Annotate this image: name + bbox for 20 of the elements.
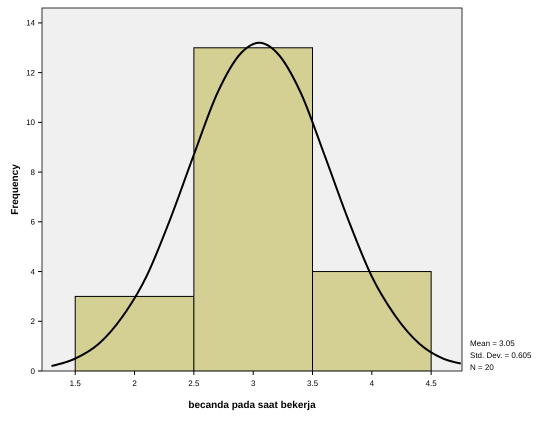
y-tick-label: 8 bbox=[30, 168, 36, 177]
x-tick-label: 3.5 bbox=[306, 379, 319, 388]
y-tick-label: 0 bbox=[30, 366, 36, 376]
y-tick-label: 6 bbox=[30, 218, 36, 227]
x-tick-label: 2.5 bbox=[188, 379, 200, 388]
text: Std. Dev. = 0.605 bbox=[470, 351, 532, 360]
x-axis-title: becanda pada saat bekerja bbox=[188, 400, 316, 411]
x-tick-label: 4.5 bbox=[426, 379, 438, 388]
x-tick-label: 4 bbox=[370, 379, 375, 388]
x-tick-label: 3 bbox=[250, 379, 256, 388]
x-tick-label: 2 bbox=[132, 379, 138, 388]
y-tick-label: 14 bbox=[26, 18, 36, 28]
text: Mean = 3.05 bbox=[470, 339, 516, 348]
y-tick-label: 2 bbox=[30, 317, 36, 326]
text: N = 20 bbox=[470, 363, 494, 372]
y-tick-label: 12 bbox=[26, 68, 36, 78]
x-tick-label: 1.5 bbox=[70, 379, 82, 388]
y-axis-title: Frequency bbox=[10, 164, 21, 215]
y-tick-label: 4 bbox=[30, 267, 36, 276]
y-tick-label: 10 bbox=[26, 118, 36, 128]
